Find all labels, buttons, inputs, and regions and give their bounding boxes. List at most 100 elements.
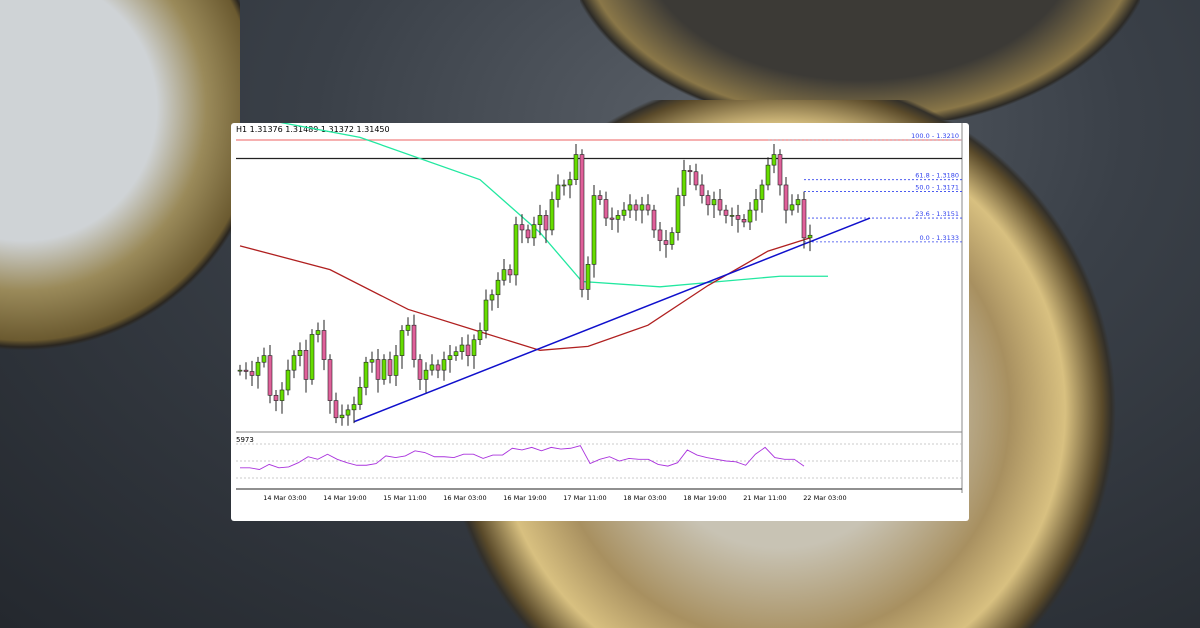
bull-candle (675, 195, 681, 233)
bull-candle (747, 209, 753, 223)
bull-candle (765, 164, 771, 186)
bull-candle (807, 234, 813, 239)
bull-candle (339, 414, 345, 419)
bear-candle (465, 344, 471, 356)
bull-candle (297, 350, 303, 356)
bull-candle (471, 339, 477, 356)
bear-candle (249, 371, 255, 376)
bull-candle (639, 204, 645, 211)
bull-candle (453, 351, 459, 356)
bull-candle (363, 361, 369, 388)
bear-candle (663, 240, 669, 245)
time-axis-label: 16 Mar 03:00 (443, 494, 486, 502)
bull-candle (627, 204, 633, 211)
bear-candle (717, 199, 723, 211)
ascending-trendline (353, 217, 871, 423)
price-chart: H1 1.31376 1.31489 1.31372 1.31450 5973 … (236, 123, 963, 502)
bear-candle (699, 184, 705, 196)
bear-candle (687, 170, 693, 173)
bear-candle (597, 195, 603, 200)
time-axis-label: 14 Mar 03:00 (263, 494, 306, 502)
bear-candle (303, 350, 309, 380)
fib-level-label: 23.6 - 1.3151 (915, 210, 959, 218)
bull-candle (561, 184, 567, 187)
bull-candle (729, 215, 735, 217)
bear-candle (657, 229, 663, 241)
time-axis-label: 16 Mar 19:00 (503, 494, 546, 502)
bull-candle (513, 224, 519, 276)
bull-candle (531, 224, 537, 239)
bull-candle (255, 361, 261, 376)
bull-candle (429, 364, 435, 371)
bear-candle (603, 199, 609, 219)
bull-candle (315, 330, 321, 335)
bear-candle (411, 324, 417, 360)
bull-candle (789, 204, 795, 211)
time-axis-label: 14 Mar 19:00 (323, 494, 366, 502)
fib-level-label: 61.8 - 1.3180 (915, 172, 959, 180)
bear-candle (327, 359, 333, 401)
bear-candle (267, 355, 273, 396)
bear-candle (579, 154, 585, 290)
bull-candle (537, 215, 543, 225)
bull-candle (237, 369, 243, 372)
bull-candle (477, 330, 483, 341)
bull-candle (459, 344, 465, 352)
bear-candle (417, 359, 423, 380)
bull-candle (771, 154, 777, 166)
bull-candle (381, 359, 387, 380)
bear-candle (507, 269, 513, 276)
bull-candle (795, 199, 801, 206)
bear-candle (723, 209, 729, 216)
bear-candle (321, 330, 327, 360)
bear-candle (543, 215, 549, 231)
indicator-line (240, 445, 805, 470)
bear-candle (735, 215, 741, 220)
bull-candle (357, 387, 363, 405)
bear-candle (705, 195, 711, 206)
time-axis-label: 21 Mar 11:00 (743, 494, 786, 502)
bull-candle (669, 232, 675, 245)
bull-candle (555, 184, 561, 200)
bear-candle (609, 217, 615, 220)
bull-candle (489, 294, 495, 301)
bull-candle (291, 355, 297, 371)
bear-candle (525, 229, 531, 239)
bull-candle (483, 299, 489, 331)
bull-candle (393, 355, 399, 376)
bull-candle (279, 389, 285, 401)
bull-candle (501, 269, 507, 281)
bull-candle (591, 195, 597, 265)
bear-candle (651, 209, 657, 231)
bull-candle (567, 179, 573, 186)
fib-level-label: 50.0 - 1.3171 (915, 184, 959, 192)
bull-candle (711, 199, 717, 206)
time-axis-label: 18 Mar 03:00 (623, 494, 666, 502)
bull-candle (369, 359, 375, 363)
bull-candle (447, 355, 453, 360)
bull-candle (309, 334, 315, 380)
bull-candle (615, 215, 621, 220)
bull-candle (285, 369, 291, 391)
bear-candle (333, 400, 339, 419)
time-axis-label: 18 Mar 19:00 (683, 494, 726, 502)
moving-average-red (239, 237, 811, 351)
bull-candle (495, 279, 501, 296)
bull-candle (441, 359, 447, 371)
bull-candle (585, 264, 591, 290)
indicator-label: 5973 (236, 436, 254, 444)
bull-candle (351, 404, 357, 411)
bear-candle (783, 184, 789, 211)
bull-candle (573, 154, 579, 180)
bear-candle (633, 204, 639, 211)
fib-level-label: 0.0 - 1.3133 (919, 234, 959, 242)
time-axis-label: 15 Mar 11:00 (383, 494, 426, 502)
bull-candle (681, 170, 687, 196)
fib-level-label: 100.0 - 1.3210 (911, 132, 959, 140)
bear-candle (387, 359, 393, 376)
bull-candle (759, 184, 765, 200)
moving-average-green (279, 123, 828, 288)
bear-candle (801, 199, 807, 239)
time-axis-label: 17 Mar 11:00 (563, 494, 606, 502)
bear-candle (375, 359, 381, 380)
